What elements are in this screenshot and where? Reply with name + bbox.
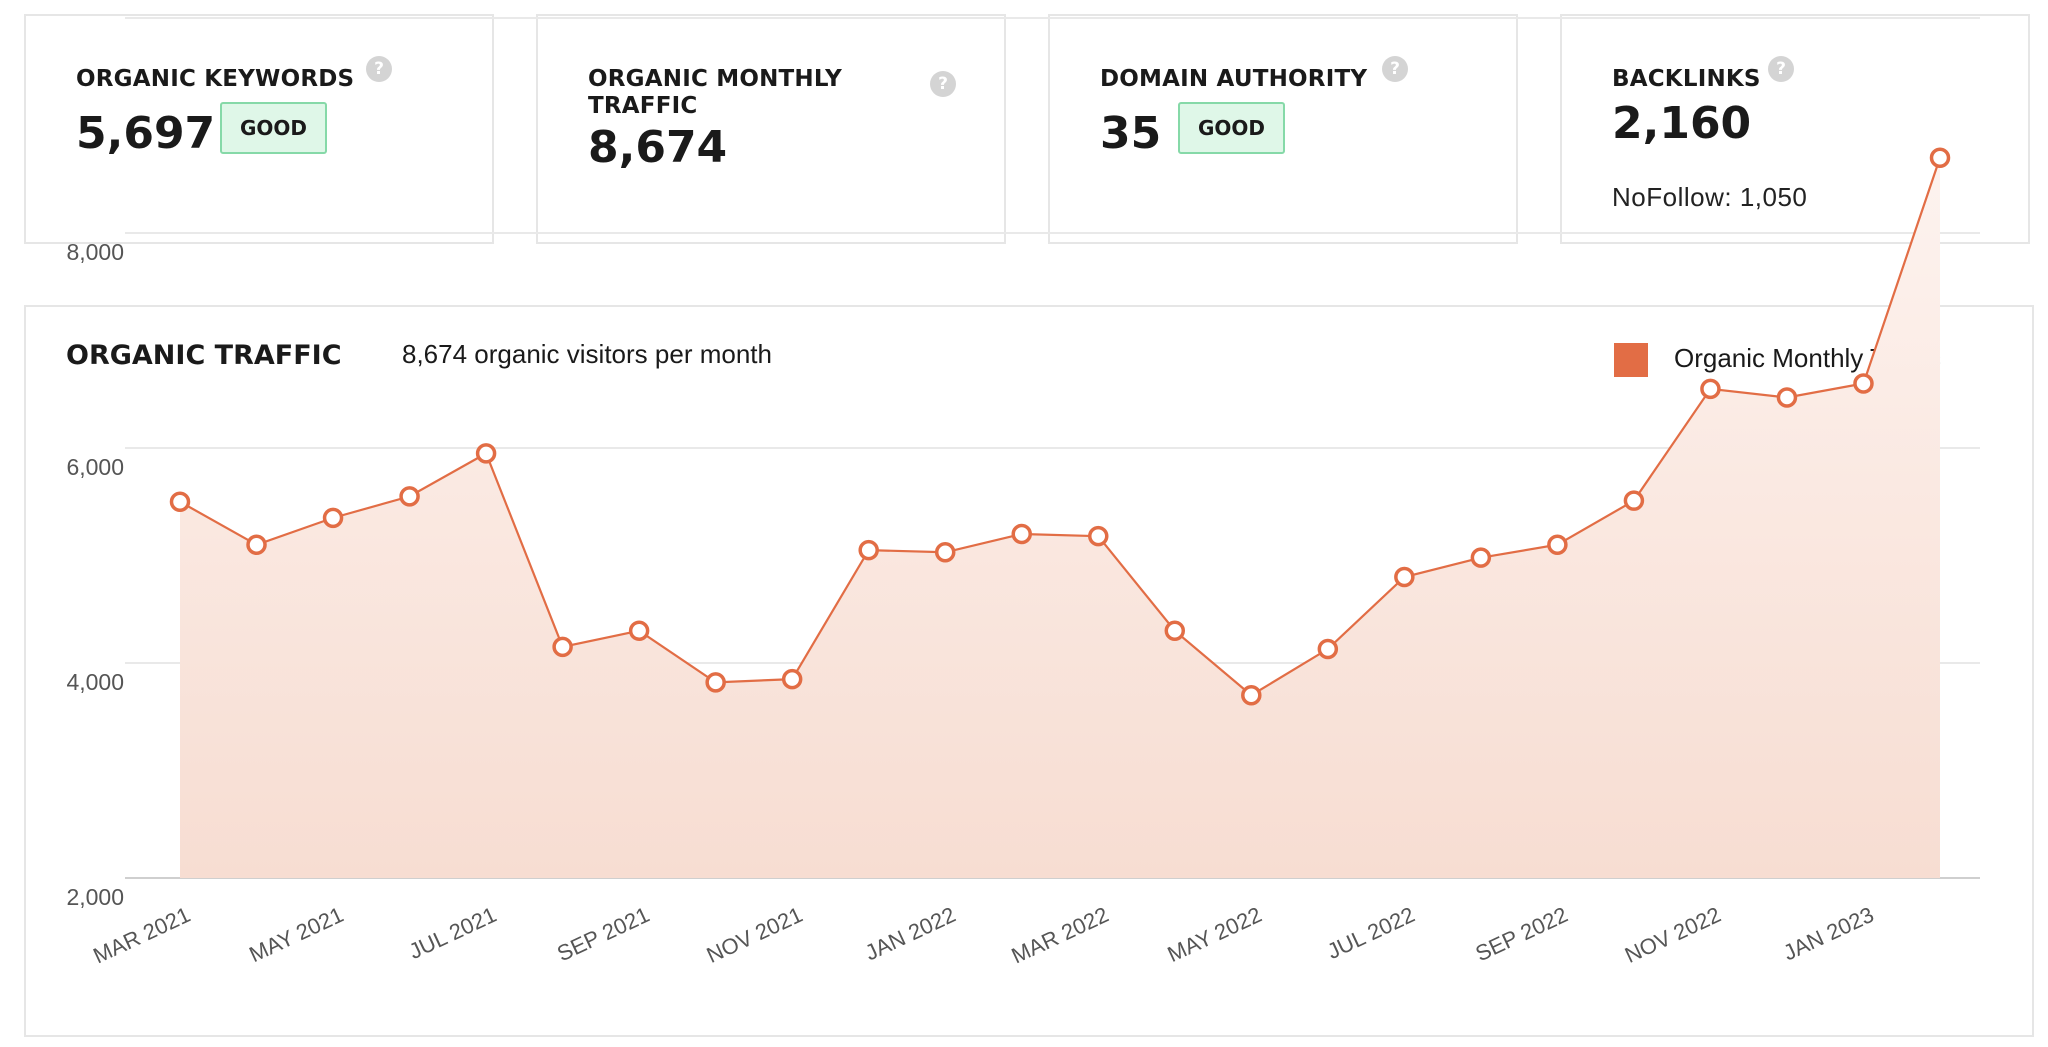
data-point[interactable] bbox=[1088, 525, 1109, 547]
data-point[interactable] bbox=[1623, 490, 1645, 511]
chart-subtitle: 8,674 organic visitors per month bbox=[402, 339, 772, 369]
data-point[interactable] bbox=[781, 668, 803, 690]
help-icon[interactable]: ? bbox=[1382, 56, 1408, 82]
data-point[interactable] bbox=[1929, 147, 1951, 168]
backlinks-nofollow: NoFollow: 1,050 bbox=[1612, 182, 1808, 212]
organic-traffic-label: ORGANIC MONTHLY TRAFFIC bbox=[588, 66, 842, 120]
help-icon[interactable]: ? bbox=[366, 56, 392, 82]
series-line bbox=[179, 157, 1942, 697]
series-area bbox=[180, 157, 1940, 878]
data-point[interactable] bbox=[399, 486, 420, 507]
chart-title: ORGANIC TRAFFIC bbox=[66, 340, 342, 371]
legend-swatch[interactable] bbox=[1614, 343, 1648, 377]
data-point[interactable] bbox=[1700, 378, 1721, 400]
domain-authority-value: 35 bbox=[1100, 108, 1162, 159]
data-point[interactable] bbox=[475, 443, 497, 464]
domain-authority-badge: GOOD bbox=[1178, 102, 1286, 154]
organic-traffic-label-line2: TRAFFIC bbox=[588, 93, 698, 119]
organic-keywords-value: 5,697 bbox=[76, 108, 216, 159]
y-tick-label: 4,000 bbox=[66, 669, 124, 695]
data-point[interactable] bbox=[1241, 685, 1262, 706]
x-tick-label: JAN 2023 bbox=[1779, 902, 1877, 965]
data-point[interactable] bbox=[1853, 373, 1874, 394]
x-tick-label: NOV 2022 bbox=[1621, 902, 1725, 968]
x-tick-label: MAR 2021 bbox=[89, 902, 194, 969]
x-tick-label: JAN 2022 bbox=[861, 902, 959, 965]
organic-traffic-card: ORGANIC MONTHLY TRAFFIC ? 8,674 bbox=[536, 14, 1006, 244]
y-tick-label: 8,000 bbox=[66, 239, 124, 265]
organic-traffic-value: 8,674 bbox=[588, 122, 728, 173]
y-tick-label: 2,000 bbox=[66, 884, 124, 910]
help-icon[interactable]: ? bbox=[1768, 56, 1794, 82]
x-tick-label: SEP 2022 bbox=[1471, 902, 1571, 966]
domain-authority-label: DOMAIN AUTHORITY bbox=[1100, 66, 1368, 92]
domain-authority-card: DOMAIN AUTHORITY ? 35 GOOD bbox=[1048, 14, 1518, 244]
data-point[interactable] bbox=[322, 507, 344, 529]
data-point[interactable] bbox=[1317, 638, 1339, 660]
backlinks-value: 2,160 bbox=[1612, 98, 1752, 149]
data-point[interactable] bbox=[1547, 534, 1568, 555]
data-point[interactable] bbox=[1394, 566, 1415, 588]
organic-keywords-card: ORGANIC KEYWORDS ? 5,697 GOOD bbox=[24, 14, 494, 244]
x-tick-label: MAR 2022 bbox=[1008, 902, 1113, 969]
backlinks-card: BACKLINKS ? 2,160 NoFollow: 1,050 bbox=[1560, 14, 2030, 244]
data-point[interactable] bbox=[1011, 523, 1032, 545]
organic-keywords-label: ORGANIC KEYWORDS bbox=[76, 66, 355, 92]
help-icon[interactable]: ? bbox=[930, 71, 956, 97]
data-point[interactable] bbox=[1164, 620, 1186, 641]
x-tick-label: SEP 2021 bbox=[553, 902, 653, 966]
backlinks-label: BACKLINKS bbox=[1612, 66, 1761, 92]
x-tick-label: MAY 2022 bbox=[1164, 902, 1266, 967]
y-tick-label: 6,000 bbox=[66, 454, 124, 480]
organic-keywords-badge: GOOD bbox=[220, 102, 328, 154]
data-point[interactable] bbox=[628, 620, 650, 641]
data-point[interactable] bbox=[858, 539, 879, 561]
x-tick-label: MAY 2021 bbox=[245, 902, 347, 967]
x-tick-label: JUL 2021 bbox=[405, 902, 500, 964]
data-point[interactable] bbox=[552, 636, 573, 658]
data-point[interactable] bbox=[1470, 547, 1492, 568]
x-tick-label: NOV 2021 bbox=[703, 902, 807, 968]
x-tick-label: JUL 2022 bbox=[1323, 902, 1418, 964]
organic-traffic-label-line1: ORGANIC MONTHLY bbox=[588, 66, 842, 92]
data-point[interactable] bbox=[1776, 387, 1798, 408]
data-point[interactable] bbox=[246, 534, 267, 555]
data-point[interactable] bbox=[934, 542, 956, 563]
data-point[interactable] bbox=[705, 672, 726, 693]
data-point[interactable] bbox=[169, 491, 191, 512]
